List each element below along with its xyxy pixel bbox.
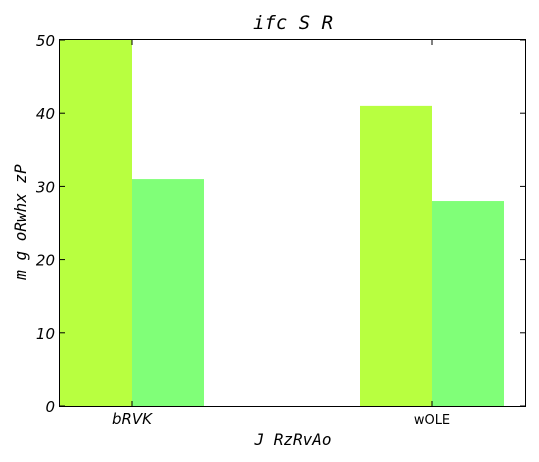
bar-wOLE-series-2 <box>432 201 504 406</box>
bar-bRVK-series-2 <box>132 179 204 406</box>
x-tick-label: bRVK <box>112 410 153 428</box>
bar-wOLE-series-1 <box>360 105 432 406</box>
x-tick-label: wOLE <box>414 413 450 428</box>
y-tick-label: 40 <box>36 105 55 123</box>
chart-title: ifc S R <box>253 12 333 34</box>
y-tick-label: 50 <box>36 32 55 50</box>
ticks-group: bRVK wOLE 0 10 20 30 40 50 <box>36 32 525 428</box>
bar-bRVK-series-1 <box>60 40 132 406</box>
y-tick-label: 0 <box>45 398 55 416</box>
y-tick-label: 20 <box>36 252 55 270</box>
y-axis-label: m g oRwhx zP <box>11 164 30 281</box>
bars-group <box>60 40 504 406</box>
x-axis-label: J RzRvAo <box>253 430 331 449</box>
y-tick-label: 10 <box>36 325 55 343</box>
y-tick-label: 30 <box>36 178 55 196</box>
plot-frame <box>59 39 526 407</box>
